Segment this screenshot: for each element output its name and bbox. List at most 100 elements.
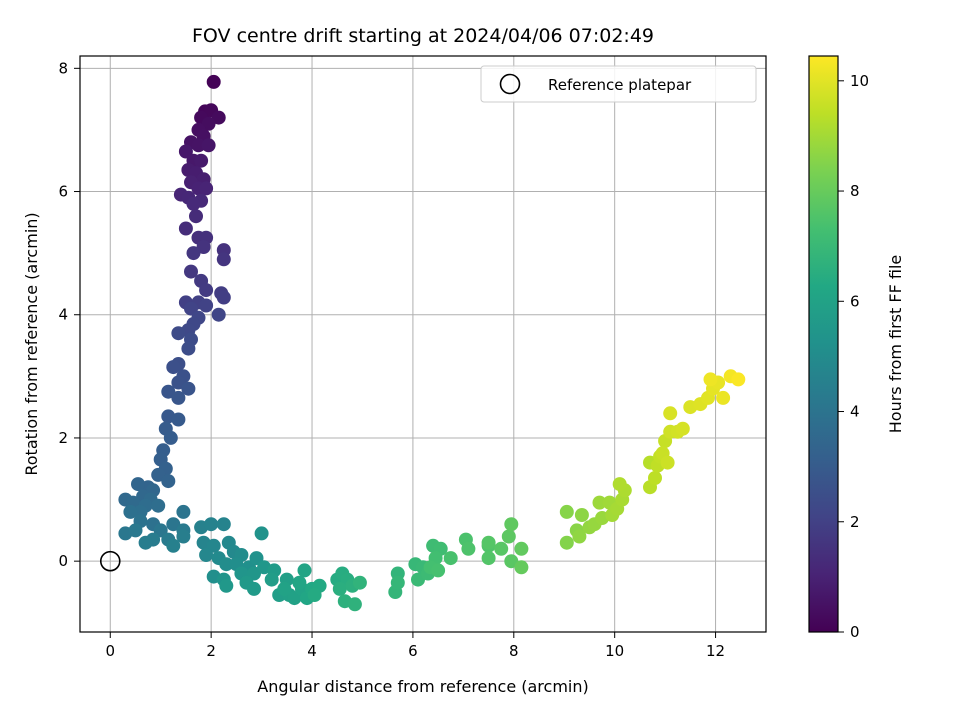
data-point [176,529,191,544]
data-point [171,390,186,405]
data-point [216,290,231,305]
data-point [191,138,206,153]
colorbar [808,55,839,633]
data-point [206,74,221,89]
y-tick-label: 4 [58,306,68,324]
data-point [347,597,362,612]
data-point [731,372,746,387]
data-point [411,572,425,587]
data-point [171,375,186,390]
data-point [199,181,214,196]
data-point [181,381,196,396]
data-point [201,138,216,153]
chart-title: FOV centre drift starting at 2024/04/06 … [192,25,654,47]
plot-frame [79,55,767,633]
colorbar-tick-label: 2 [850,513,860,531]
data-point [660,455,675,470]
data-point [297,563,312,578]
data-point [151,498,166,513]
data-point [131,477,145,492]
data-point [612,477,627,492]
data-point [307,588,322,602]
data-point [559,535,574,550]
colorbar-tick-label: 8 [850,182,860,200]
legend-entry-reference-platepar: Reference platepar [548,76,692,94]
x-tick-label: 4 [307,642,317,660]
data-point [204,517,219,532]
plot-area [80,56,766,632]
data-point [559,504,574,519]
data-point [219,578,234,593]
data-point [572,529,587,544]
data-point [216,252,231,267]
data-point [163,430,178,445]
y-tick-label: 2 [58,429,68,447]
data-point [186,196,201,211]
data-point [703,372,718,387]
data-point [184,264,198,279]
data-point [514,541,529,556]
data-point [592,495,607,510]
data-point [247,581,261,596]
legend: Reference platepar [480,65,757,103]
data-point [211,307,226,322]
data-point [216,517,231,532]
colorbar-ticks: 0 2 4 6 8 10 [838,72,869,641]
data-point [461,541,476,556]
x-axis-ticks: 0 2 4 6 8 10 12 [105,632,725,660]
data-point [352,575,367,590]
x-tick-label: 12 [706,642,725,660]
x-tick-label: 8 [509,642,519,660]
data-point [648,471,662,485]
colorbar-tick-label: 6 [850,292,860,310]
data-point [481,551,496,566]
data-point [663,406,678,421]
data-point [138,535,153,550]
data-point [431,563,446,578]
data-point [206,538,221,553]
data-point [675,421,690,436]
data-point [166,517,181,532]
data-point [211,110,226,125]
y-tick-label: 8 [58,59,68,77]
x-tick-label: 10 [605,642,624,660]
colorbar-tick-label: 4 [850,403,860,421]
data-point [178,144,193,159]
data-point [178,221,193,236]
data-point [494,541,509,556]
data-point [123,504,138,519]
data-point [390,575,405,590]
scatter-points [118,74,746,612]
data-point [176,504,191,519]
data-point [481,535,496,550]
data-point [171,412,186,427]
y-axis-label: Rotation from reference (arcmin) [22,212,41,475]
x-tick-label: 0 [105,642,115,660]
reference-platepar-marker [99,550,121,572]
data-point [277,581,292,596]
data-point [199,548,214,562]
data-point [181,341,196,356]
data-point [171,326,186,341]
data-point [199,283,214,298]
colorbar-tick-label: 10 [850,72,869,90]
data-point [161,384,176,399]
data-point [161,474,176,489]
colorbar-label: Hours from first FF file [886,255,905,434]
legend-marker-icon [499,73,521,95]
data-point [153,523,168,538]
data-point [574,508,589,522]
y-axis-ticks: 0 2 4 6 8 [58,59,80,570]
data-point [501,529,516,544]
data-point [716,390,731,405]
data-point [166,538,181,553]
data-point [504,554,519,569]
data-point [332,581,347,596]
data-point [151,467,166,482]
data-point [292,575,307,590]
data-point [219,557,234,572]
data-point [196,240,211,254]
colorbar-tick-label: 0 [850,623,860,641]
legend-box [480,65,757,103]
